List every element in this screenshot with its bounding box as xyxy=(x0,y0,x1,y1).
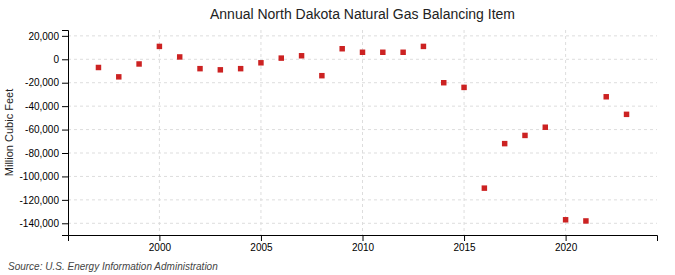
tick-label: 20,000 xyxy=(28,31,59,42)
tick: 2020 xyxy=(555,235,578,253)
point xyxy=(339,46,344,51)
tick-label: -60,000 xyxy=(25,124,59,135)
annotation: Source: U.S. Energy Information Administ… xyxy=(8,261,218,272)
y-axis: 20,000 0 -20,000 -40,000 -60,000 -80,000 -100,… xyxy=(20,31,69,236)
tick: 2005 xyxy=(250,235,273,253)
tick-mark xyxy=(62,106,68,107)
point xyxy=(136,61,141,66)
point xyxy=(543,124,548,129)
tick: -60,000 xyxy=(25,124,68,135)
point xyxy=(197,66,202,71)
axis-line xyxy=(62,31,69,236)
tick-mark xyxy=(62,223,68,224)
tick-label: -140,000 xyxy=(20,218,60,229)
point xyxy=(218,67,223,72)
axis-line xyxy=(69,236,658,242)
tick: -140,000 xyxy=(20,218,68,229)
tick-label: 2010 xyxy=(352,242,375,253)
point xyxy=(319,73,324,78)
plot-area: 20,000 0 -20,000 -40,000 -60,000 -80,000 -100,… xyxy=(20,30,658,253)
points xyxy=(96,44,630,224)
point xyxy=(238,66,243,71)
grid xyxy=(68,30,657,235)
tick-label: 2005 xyxy=(250,242,273,253)
tick-mark xyxy=(62,36,68,37)
tick-label: -100,000 xyxy=(20,171,60,182)
tick-mark xyxy=(363,235,364,241)
point xyxy=(482,185,487,190)
point xyxy=(400,50,405,55)
grid-line xyxy=(68,59,657,60)
tick-mark xyxy=(261,235,262,241)
tick-label: -80,000 xyxy=(25,148,59,159)
tick: 2000 xyxy=(149,235,172,253)
point xyxy=(299,53,304,58)
tick-mark xyxy=(566,235,567,241)
point xyxy=(441,80,446,85)
tick-label: -120,000 xyxy=(20,195,60,206)
tick-mark xyxy=(464,235,465,241)
grid-line xyxy=(362,30,363,235)
point xyxy=(96,65,101,70)
title: Annual North Dakota Natural Gas Balancin… xyxy=(210,6,515,22)
point xyxy=(279,55,284,60)
tick: 2010 xyxy=(352,235,375,253)
y-axis-title: Million Cubic Feet xyxy=(3,89,15,176)
point xyxy=(522,133,527,138)
tick: -20,000 xyxy=(25,77,68,88)
point xyxy=(583,218,588,223)
tick-label: -20,000 xyxy=(25,77,59,88)
grid-line xyxy=(565,30,566,235)
point xyxy=(380,50,385,55)
point xyxy=(157,44,162,49)
chart: 20,000 0 -20,000 -40,000 -60,000 -80,000 -100,… xyxy=(0,0,675,275)
tick-mark xyxy=(62,83,68,84)
tick-label: 2000 xyxy=(149,242,172,253)
tick: -100,000 xyxy=(20,171,68,182)
tick: -80,000 xyxy=(25,148,68,159)
point xyxy=(116,74,121,79)
tick: 2015 xyxy=(453,235,476,253)
tick-mark xyxy=(62,59,68,60)
tick: 20,000 xyxy=(28,31,68,42)
tick-mark xyxy=(159,235,160,241)
tick: -40,000 xyxy=(25,101,68,112)
point xyxy=(624,112,629,117)
point xyxy=(603,94,608,99)
grid-line xyxy=(159,30,160,235)
point xyxy=(177,54,182,59)
grid-line xyxy=(68,82,657,83)
grid-line xyxy=(68,129,657,130)
tick-mark xyxy=(62,130,68,131)
point xyxy=(563,217,568,222)
point xyxy=(258,60,263,65)
tick-mark xyxy=(62,176,68,177)
grid-line xyxy=(68,106,657,107)
tick-mark xyxy=(62,153,68,154)
x-axis: 2000 2005 2010 2015 2020 xyxy=(69,235,658,253)
point xyxy=(360,50,365,55)
tick: 0 xyxy=(53,54,68,65)
tick-label: 2015 xyxy=(453,242,476,253)
grid-line xyxy=(464,30,465,235)
tick: -120,000 xyxy=(20,195,68,206)
point xyxy=(461,85,466,90)
tick-label: 0 xyxy=(53,54,59,65)
point xyxy=(421,44,426,49)
tick-label: 2020 xyxy=(555,242,578,253)
tick-mark xyxy=(62,200,68,201)
tick-label: -40,000 xyxy=(25,101,59,112)
point xyxy=(502,141,507,146)
